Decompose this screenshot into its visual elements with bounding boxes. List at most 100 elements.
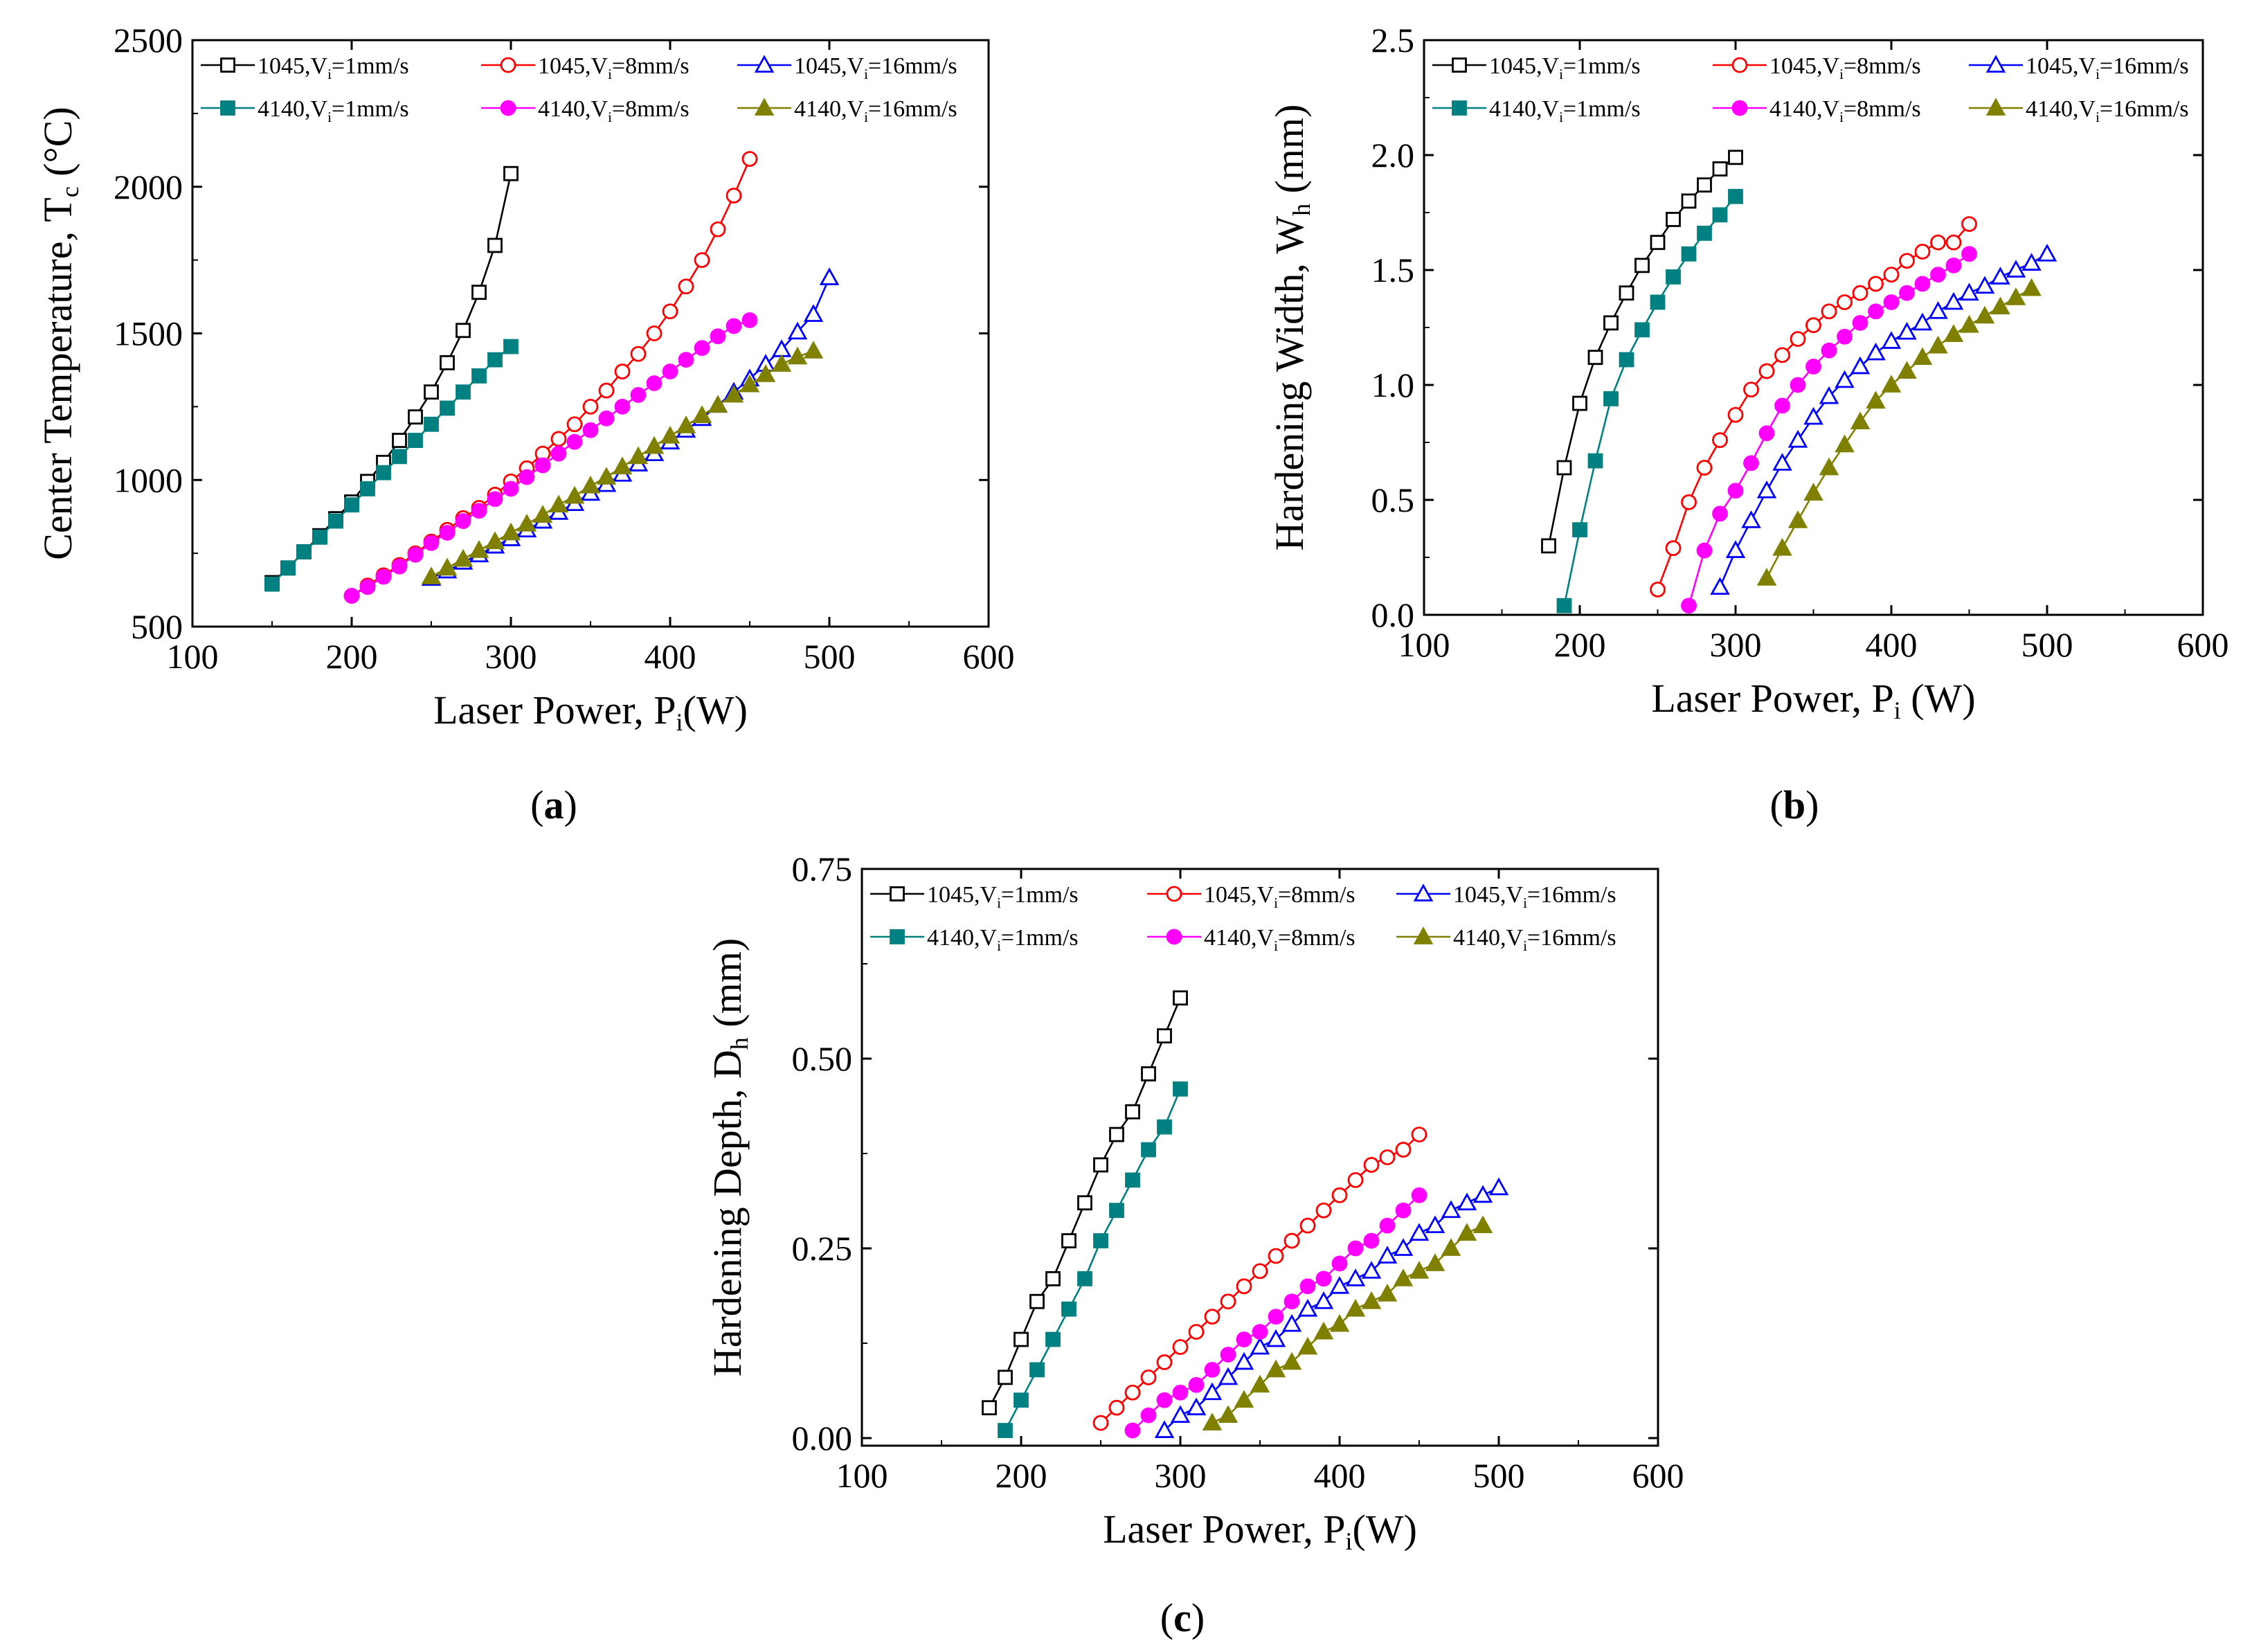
data-point <box>1681 193 1697 209</box>
data-point <box>1186 1397 1207 1416</box>
data-point <box>614 398 631 415</box>
data-point <box>2037 244 2057 262</box>
data-point <box>1409 1223 1430 1241</box>
legend-marker <box>220 100 235 116</box>
data-point <box>1650 582 1666 598</box>
data-point <box>566 433 583 450</box>
data-point <box>1141 1066 1156 1081</box>
data-point <box>1774 347 1790 363</box>
data-point <box>1283 1293 1300 1310</box>
data-point <box>1236 1278 1252 1295</box>
x-tick-label: 300 <box>485 637 537 676</box>
data-point <box>1758 425 1775 442</box>
y-tick-label: 1.0 <box>1371 366 1415 404</box>
data-point <box>1411 1187 1427 1203</box>
data-point <box>437 557 458 576</box>
data-point <box>264 576 280 592</box>
data-point <box>1395 1202 1412 1219</box>
legend-entry: 1045,Vi=16mm/s <box>737 53 957 82</box>
data-point <box>2021 278 2042 296</box>
data-point <box>2021 253 2042 271</box>
data-point <box>741 151 758 167</box>
data-point <box>694 252 710 269</box>
legend-marker <box>500 100 516 116</box>
series-line <box>1547 156 1736 546</box>
data-point <box>1959 314 1979 333</box>
data-point <box>723 384 744 403</box>
legend-label: 4140,Vi=16mm/s <box>2026 96 2189 125</box>
legend-label: 4140,Vi=1mm/s <box>927 925 1079 954</box>
data-point <box>1914 244 1931 260</box>
data-point <box>296 544 312 559</box>
data-point <box>566 416 583 433</box>
series-4140-vi-1mm-s <box>264 339 519 592</box>
data-point <box>280 560 296 576</box>
data-point <box>1377 1284 1398 1302</box>
data-point <box>1914 276 1931 292</box>
legend-label: 4140,Vi=16mm/s <box>1453 925 1616 954</box>
series-line <box>431 277 831 580</box>
data-point <box>1912 312 1933 331</box>
data-point <box>676 415 696 433</box>
data-point <box>1173 990 1188 1006</box>
data-point <box>2006 260 2026 278</box>
data-point <box>1961 216 1977 233</box>
x-tick-label: 100 <box>1398 625 1450 664</box>
data-point <box>771 354 792 372</box>
data-point <box>644 436 665 454</box>
chart-panel-c: 100 200 300 400 500 600 0.00 0.25 0.50 0.75 Laser … <box>705 850 1684 1555</box>
data-point <box>1790 331 1806 348</box>
data-point <box>1928 335 1948 354</box>
data-point <box>1821 303 1837 320</box>
x-tick-label: 200 <box>996 1456 1047 1495</box>
data-point <box>1743 455 1759 472</box>
x-tick-label: 500 <box>1473 1456 1525 1495</box>
data-point <box>1425 1253 1445 1271</box>
data-point <box>1154 1420 1175 1438</box>
data-point <box>1758 363 1775 379</box>
data-point <box>487 237 503 253</box>
data-point <box>1897 361 1917 379</box>
data-point <box>998 1423 1013 1438</box>
data-point <box>1361 1291 1382 1309</box>
data-point <box>1866 342 1886 361</box>
data-point <box>1899 253 1915 269</box>
data-point <box>787 346 808 365</box>
data-point <box>1666 269 1681 285</box>
data-point <box>692 405 712 423</box>
data-point <box>1572 395 1587 411</box>
data-point <box>1202 1412 1223 1431</box>
data-point <box>662 303 678 320</box>
legend-entry: 1045,Vi=1mm/s <box>201 53 409 82</box>
data-point <box>1108 1399 1125 1416</box>
y-tick-label: 1500 <box>114 314 183 353</box>
y-tick-label: 0.5 <box>1371 481 1415 519</box>
data-point <box>787 321 808 340</box>
data-point <box>1868 303 1884 320</box>
data-point <box>1681 246 1697 262</box>
data-point <box>1587 350 1603 366</box>
legend-entry: 4140,Vi=16mm/s <box>1969 96 2189 125</box>
data-point <box>1803 406 1823 425</box>
data-point <box>564 485 585 504</box>
series-1045-vi-8mm-s <box>1092 1126 1427 1431</box>
data-point <box>548 494 569 513</box>
legend: 1045,Vi=1mm/s 1045,Vi=8mm/s 1045,Vi=16mm/s… <box>201 53 957 125</box>
data-point <box>1125 1172 1140 1188</box>
data-point <box>582 398 599 415</box>
data-point <box>1805 359 1821 375</box>
x-tick-label: 400 <box>1314 1456 1366 1495</box>
data-point <box>726 318 742 334</box>
data-point <box>1331 1255 1348 1272</box>
data-point <box>1157 1028 1172 1044</box>
data-point <box>1819 386 1839 404</box>
legend-entry: 1045,Vi=16mm/s <box>1396 882 1616 911</box>
data-point <box>1236 1331 1252 1347</box>
data-point <box>1157 1119 1172 1135</box>
series-line <box>1164 1187 1499 1432</box>
data-point <box>1681 598 1697 614</box>
data-point <box>1234 1390 1254 1408</box>
data-point <box>1265 1329 1286 1347</box>
data-point <box>819 267 840 285</box>
